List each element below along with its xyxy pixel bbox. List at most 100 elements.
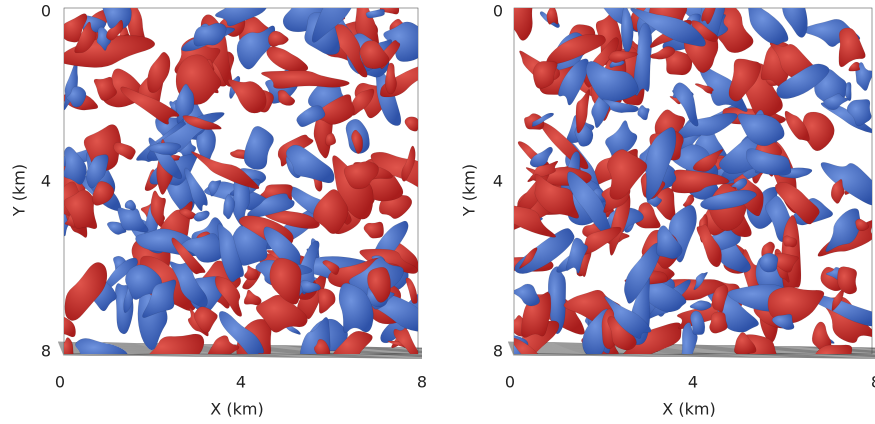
vortex-blob	[147, 51, 171, 93]
vortex-blob	[74, 21, 97, 54]
vortex-blob	[711, 284, 729, 313]
vortex-blob	[693, 271, 708, 291]
vortex-blob	[83, 124, 122, 172]
vortex-blob	[285, 144, 335, 184]
vortex-blob	[675, 112, 738, 140]
vortex-blob	[737, 113, 785, 147]
vortex-blob	[700, 189, 757, 211]
vortex-blob	[333, 330, 373, 354]
vortex-blob	[191, 151, 260, 190]
vortex-blob	[312, 189, 349, 235]
vortex-blob	[214, 275, 243, 317]
vortex-blob	[546, 8, 559, 25]
vortex-blob	[514, 337, 539, 354]
depth-line	[63, 354, 423, 359]
vortex-blob	[247, 193, 295, 219]
vortex-blob	[846, 99, 872, 127]
vortex-blob	[313, 339, 331, 354]
vortex-blob	[671, 169, 730, 194]
isosurface-view	[57, 7, 423, 359]
vortex-blob	[532, 60, 558, 89]
vortex-blob	[649, 46, 676, 60]
x-tick-label: 0	[55, 373, 65, 392]
vortex-blob	[243, 289, 262, 306]
blobs	[64, 8, 418, 354]
depth-line	[62, 353, 423, 358]
vortex-blob	[823, 93, 849, 110]
vortex-blob	[644, 127, 677, 201]
depth-line	[512, 352, 875, 358]
vortex-blob	[363, 221, 384, 239]
vortex-blob	[784, 110, 810, 142]
vortex-blob	[579, 226, 622, 256]
depth-line	[512, 353, 875, 358]
vortex-blob	[243, 265, 259, 281]
vortex-blob	[343, 161, 379, 190]
vortex-blob	[393, 327, 418, 354]
vortex-blob	[514, 205, 557, 238]
vortex-blob	[602, 98, 639, 113]
vortex-blob	[565, 237, 588, 274]
vortex-blob	[696, 224, 722, 268]
vortex-blob	[277, 89, 296, 106]
vortex-blob	[567, 171, 614, 239]
vortex-blob	[124, 199, 137, 211]
vortex-blob	[585, 61, 639, 103]
vortex-blob	[227, 79, 267, 114]
blobs	[514, 8, 872, 354]
vortex-blob	[782, 235, 798, 248]
depth-line	[511, 351, 875, 357]
vortex-blob	[776, 63, 830, 99]
vortex-blob	[637, 105, 650, 121]
vortex-blob	[607, 149, 648, 200]
vortex-blob	[311, 8, 352, 43]
y-tick-label: 0	[41, 2, 51, 21]
y-tick-label: 8	[493, 342, 503, 361]
y-tick-label: 4	[493, 172, 503, 191]
vortex-blob	[351, 129, 364, 154]
vortex-blob	[269, 257, 302, 305]
vortex-blob	[64, 146, 87, 185]
vortex-blob	[267, 30, 289, 48]
vortex-blob	[367, 267, 391, 303]
vortex-blob	[681, 322, 698, 354]
vortex-blob	[148, 333, 205, 354]
y-axis-label: Y (km)	[10, 164, 29, 217]
vortex-blob	[217, 223, 245, 283]
vortex-blob	[759, 252, 779, 273]
vortex-blob	[855, 218, 870, 232]
vortex-blob	[106, 19, 124, 41]
vortex-blob	[93, 76, 117, 101]
vortex-blob	[359, 40, 390, 69]
depth-line	[511, 349, 875, 355]
vortex-blob	[558, 58, 589, 106]
vortex-blob	[811, 321, 832, 354]
vortex-blob	[575, 89, 591, 134]
vortex-blob	[207, 335, 240, 354]
y-tick-label: 0	[493, 2, 503, 21]
vortex-blob	[120, 86, 180, 125]
vortex-blob	[848, 61, 861, 72]
vortex-blob	[223, 193, 236, 220]
vortex-blob	[215, 8, 267, 27]
vortex-blob	[825, 208, 861, 253]
depth-line	[513, 354, 875, 359]
vortex-blob	[748, 8, 789, 46]
vortex-blob	[365, 8, 385, 19]
vortex-blob	[207, 179, 222, 197]
vortex-blob	[85, 154, 109, 189]
vortex-blob	[383, 21, 418, 62]
vortex-blob	[218, 310, 265, 354]
vortex-blob	[100, 257, 138, 294]
vortex-blob	[731, 178, 748, 191]
vortex-blob	[546, 34, 606, 65]
vortex-blob	[709, 311, 728, 334]
x-tick-label: 8	[871, 373, 875, 392]
vortex-blob	[64, 262, 108, 321]
vortex-blob	[193, 22, 227, 47]
vortex-blob	[531, 112, 554, 127]
vortex-blob	[746, 148, 792, 176]
vortex-blob	[694, 83, 714, 94]
y-axis-label: Y (km)	[460, 164, 479, 217]
